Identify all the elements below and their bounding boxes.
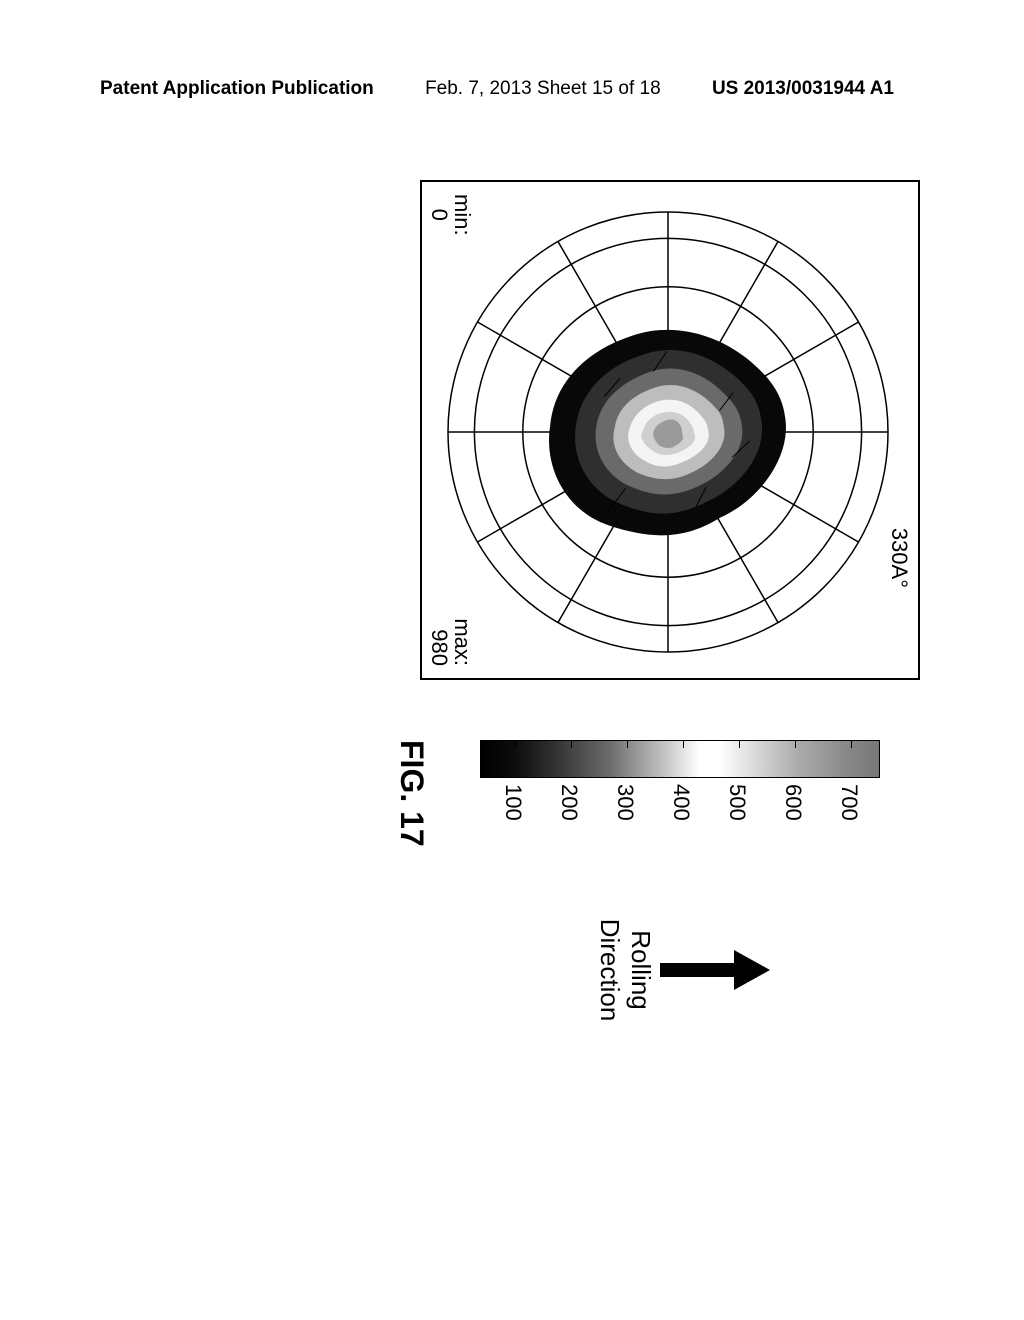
max-label-text: max: — [450, 618, 475, 666]
figure-rotated-wrapper: min: 0 max: 980 330A° 700 600 500 400 30… — [220, 180, 920, 980]
pub-meta: Feb. 7, 2013 Sheet 15 of 18 — [425, 78, 661, 100]
arrow-up-icon — [660, 950, 770, 990]
contour-blob — [535, 314, 799, 550]
cb-tick-500: 500 — [724, 784, 750, 821]
sample-code-label: 330A° — [886, 528, 912, 588]
cb-tick-100: 100 — [500, 784, 526, 821]
polefigure-svg — [418, 182, 918, 682]
rolling-dir-line1: Rolling — [625, 900, 656, 1040]
cb-tick-600: 600 — [780, 784, 806, 821]
colorbar: 700 600 500 400 300 200 100 — [480, 740, 880, 850]
cb-tick-200: 200 — [556, 784, 582, 821]
max-value: 980 — [427, 629, 452, 666]
pub-number: US 2013/0031944 A1 — [712, 78, 894, 100]
max-label: max: 980 — [428, 618, 474, 666]
cb-tick-700: 700 — [836, 784, 862, 821]
min-label: min: 0 — [428, 194, 474, 236]
cb-tick-400: 400 — [668, 784, 694, 821]
min-label-text: min: — [450, 194, 475, 236]
pub-type: Patent Application Publication — [100, 78, 374, 100]
polefigure-plot: min: 0 max: 980 330A° — [420, 180, 920, 680]
figure-caption: FIG. 17 — [393, 740, 430, 847]
rolling-direction-block: Rolling Direction — [594, 900, 770, 1040]
cb-tick-300: 300 — [612, 784, 638, 821]
min-value: 0 — [427, 209, 452, 221]
colorbar-ticks — [480, 740, 880, 778]
rolling-dir-line2: Direction — [594, 900, 625, 1040]
